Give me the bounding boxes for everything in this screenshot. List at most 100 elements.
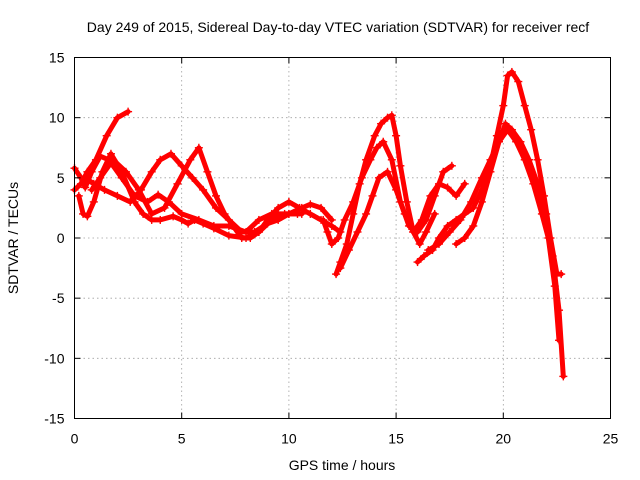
- data-point: [160, 203, 169, 212]
- data-point: [113, 191, 122, 200]
- data-point: [100, 185, 109, 194]
- data-point: [263, 215, 272, 224]
- data-point: [447, 161, 456, 170]
- data-point: [503, 71, 512, 80]
- data-point: [460, 234, 469, 242]
- data-point: [344, 246, 353, 255]
- data-point: [456, 215, 465, 224]
- y-axis-label: SDTVAR / TECUs: [5, 182, 21, 294]
- data-point: [199, 219, 208, 228]
- data-point: [340, 215, 349, 224]
- data-point: [559, 372, 568, 381]
- data-point: [469, 203, 478, 212]
- data-point: [237, 234, 246, 242]
- data-point: [166, 149, 175, 158]
- data-point: [220, 209, 229, 218]
- data-point: [392, 131, 401, 140]
- data-point: [383, 113, 392, 122]
- series-track-5: [87, 143, 345, 242]
- data-point: [430, 209, 439, 218]
- data-point: [229, 221, 238, 230]
- data-point: [126, 197, 135, 206]
- data-point: [96, 173, 105, 182]
- data-point: [422, 227, 431, 236]
- data-point: [317, 203, 326, 212]
- data-point: [147, 209, 156, 218]
- data-point: [452, 191, 461, 200]
- data-point: [177, 215, 186, 224]
- data-point: [452, 240, 461, 249]
- data-point: [445, 227, 454, 236]
- data-point: [533, 155, 542, 164]
- data-point: [121, 167, 130, 176]
- data-point: [370, 131, 379, 140]
- data-point: [443, 221, 452, 230]
- data-point: [134, 185, 143, 194]
- y-tick-labels: -15 -10 -5 0 5 10 15: [44, 50, 64, 427]
- data-point: [184, 219, 193, 228]
- data-point: [106, 149, 115, 158]
- y-tick-label: 15: [49, 50, 65, 66]
- data-point: [306, 209, 315, 218]
- series-line: [337, 169, 468, 271]
- data-point: [514, 77, 523, 86]
- data-point: [426, 191, 435, 200]
- data-point: [295, 203, 304, 212]
- data-point: [387, 155, 396, 164]
- data-point: [156, 155, 165, 164]
- data-point: [254, 227, 263, 236]
- grid: [74, 57, 611, 419]
- data-point: [396, 161, 405, 170]
- series-line: [72, 153, 305, 235]
- series-track-8: [336, 167, 469, 273]
- data-point: [557, 270, 566, 279]
- data-point: [89, 197, 98, 206]
- data-point: [224, 231, 233, 240]
- data-point: [415, 240, 424, 249]
- data-point: [254, 215, 263, 224]
- data-point: [349, 209, 358, 218]
- data-point: [173, 179, 182, 188]
- data-point: [284, 197, 293, 206]
- data-point: [169, 212, 178, 221]
- x-tick-label: 5: [178, 431, 186, 447]
- data-point: [555, 306, 564, 315]
- data-point: [274, 203, 283, 212]
- data-point: [548, 252, 557, 261]
- data-point: [527, 125, 536, 134]
- data-point: [113, 113, 122, 122]
- data-point: [460, 179, 469, 188]
- series-track-11: [452, 119, 568, 381]
- data-point: [424, 246, 433, 255]
- data-point: [74, 191, 83, 200]
- data-point: [542, 209, 551, 218]
- data-point: [419, 252, 428, 261]
- data-point: [139, 209, 148, 218]
- data-point: [409, 227, 418, 236]
- data-point: [147, 167, 156, 176]
- data-point: [96, 152, 105, 161]
- data-point: [87, 185, 96, 194]
- data-point: [368, 191, 377, 200]
- y-tick-label: 10: [49, 110, 65, 126]
- data-point: [79, 209, 88, 218]
- data-point: [194, 143, 203, 152]
- data-point: [467, 197, 476, 206]
- data-point: [434, 179, 443, 188]
- data-point: [349, 197, 358, 206]
- data-point: [387, 111, 396, 120]
- data-point: [334, 234, 343, 242]
- data-point: [507, 67, 516, 76]
- chart-title: Day 249 of 2015, Sidereal Day-to-day VTE…: [87, 19, 589, 35]
- data-point: [501, 119, 510, 128]
- x-tick-label: 0: [71, 431, 79, 447]
- data-point: [507, 125, 516, 134]
- series-track-7: [319, 137, 456, 249]
- data-point: [83, 212, 92, 221]
- data-point: [186, 155, 195, 164]
- data-point: [377, 119, 386, 128]
- y-tick-label: -15: [44, 411, 64, 427]
- data-point: [154, 190, 163, 199]
- data-point: [469, 221, 478, 230]
